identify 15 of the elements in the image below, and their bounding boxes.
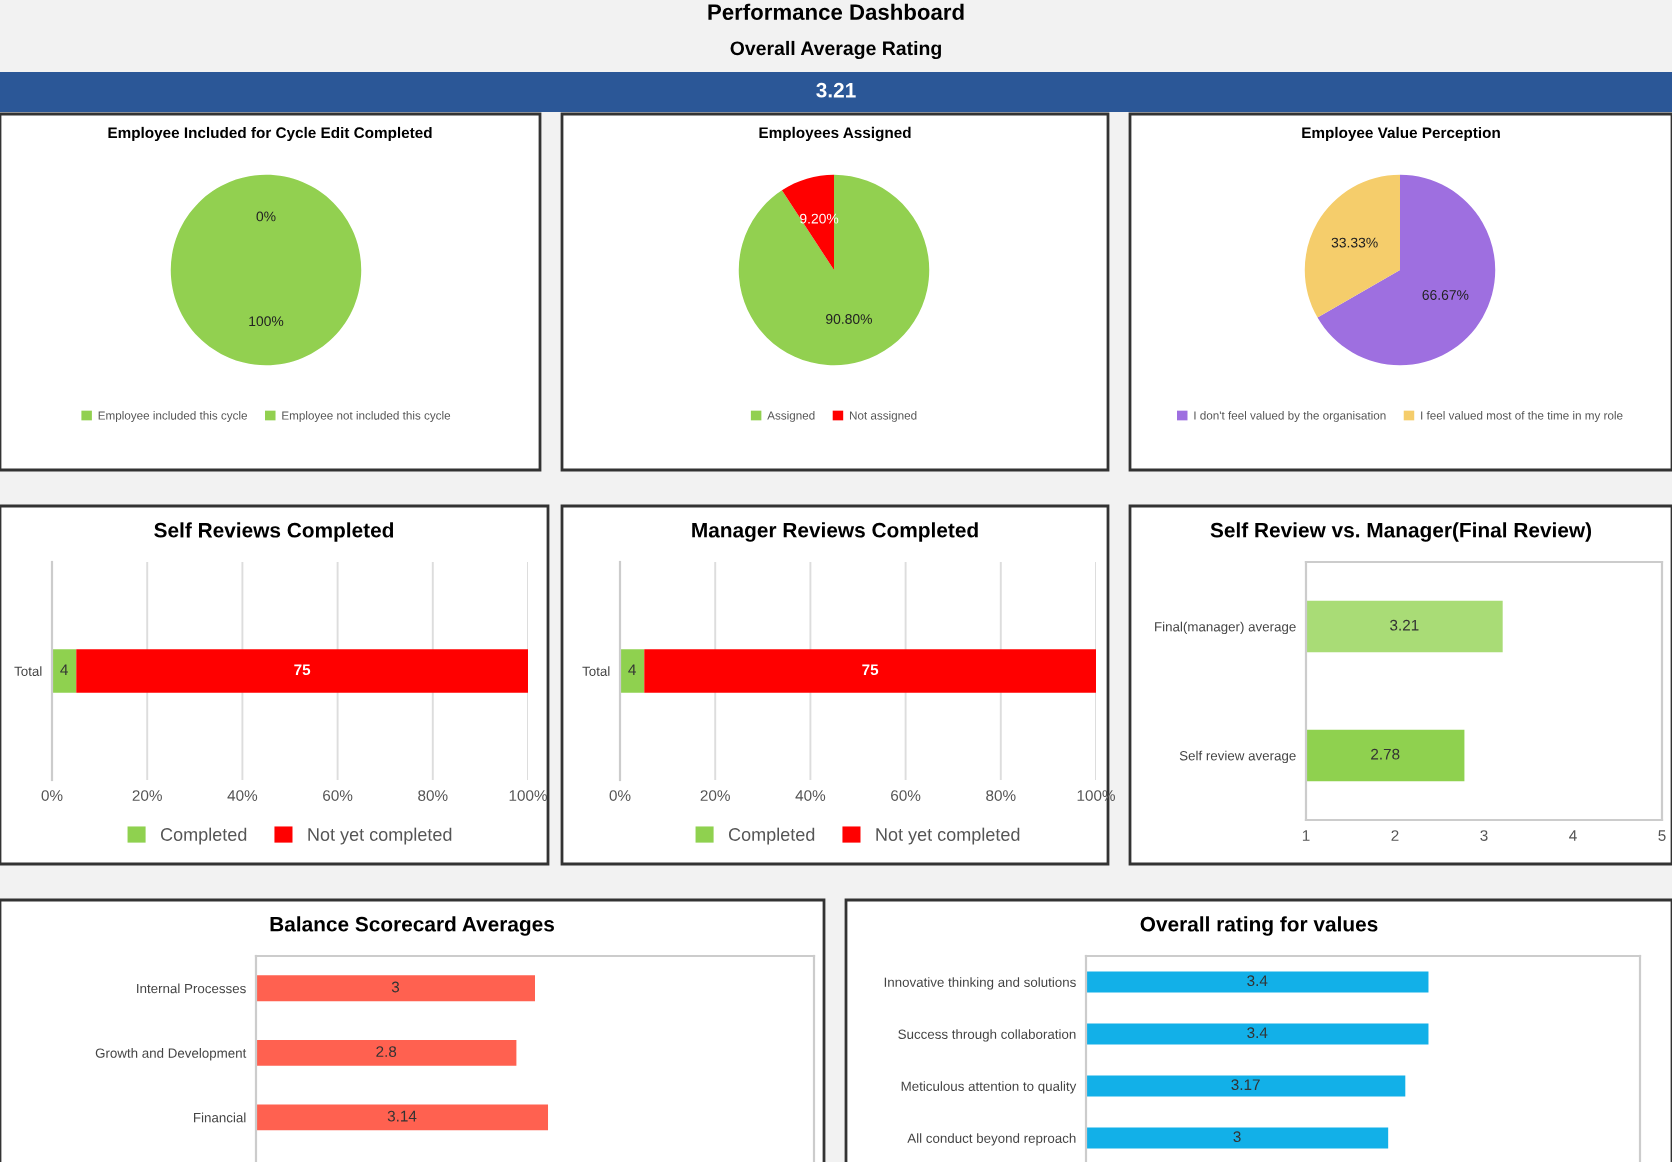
text: Performance Dashboard bbox=[708, 3, 964, 20]
chart-title: Manager Reviews Completed bbox=[692, 522, 978, 542]
pie-slice bbox=[738, 174, 930, 366]
chart-title: Balance Scorecard Averages bbox=[270, 916, 554, 936]
text: 3.21 bbox=[816, 82, 856, 98]
pie-slice bbox=[1304, 174, 1400, 318]
text: Overall Average Rating bbox=[730, 40, 941, 60]
legend-label: Completed bbox=[160, 827, 247, 845]
chart-title: Self Review vs. Manager(Final Review) bbox=[1210, 522, 1592, 542]
legend-label: Not yet completed bbox=[876, 827, 1020, 845]
chart-title: Overall rating for values bbox=[1140, 916, 1378, 936]
legend-label: Not yet completed bbox=[308, 827, 452, 845]
chart-title: Self Reviews Completed bbox=[154, 522, 394, 542]
pie-slice bbox=[1317, 174, 1496, 366]
legend-label: Completed bbox=[728, 827, 815, 845]
